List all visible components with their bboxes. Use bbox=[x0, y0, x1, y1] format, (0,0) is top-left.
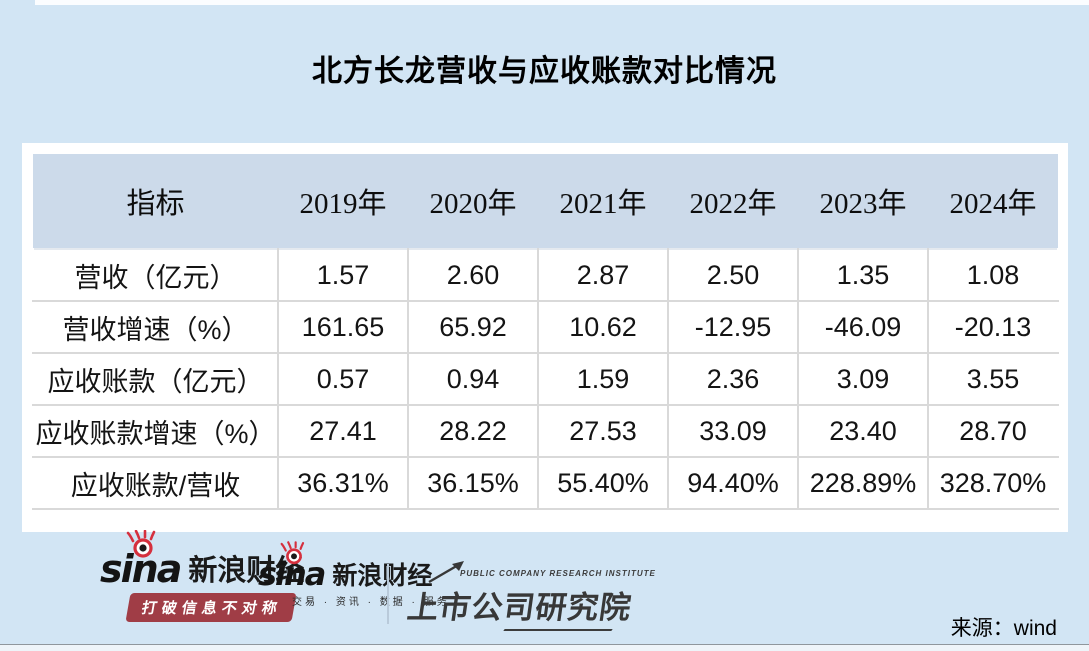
table-panel: 指标 2019年 2020年 2021年 2022年 2023年 2024年 营收（亿元） 1… bbox=[22, 143, 1068, 532]
sina-finance-logo-primary: sina 新浪财经 打破信息不对称 bbox=[100, 530, 305, 623]
value-cell: 36.31% bbox=[277, 456, 409, 510]
data-table: 指标 2019年 2020年 2021年 2022年 2023年 2024年 营收（亿元） 1… bbox=[32, 154, 1059, 510]
value-cell: 23.40 bbox=[797, 404, 929, 458]
table-row: 应收账款/营收 36.31% 36.15% 55.40% 94.40% 228.89% 32… bbox=[32, 456, 1059, 510]
value-cell: 2.50 bbox=[667, 248, 799, 302]
sina-finance-cn: 新浪财经 bbox=[332, 561, 433, 590]
value-cell: 2.60 bbox=[407, 248, 539, 302]
page-title: 北方长龙营收与应收账款对比情况 bbox=[312, 55, 777, 88]
value-cell: 27.41 bbox=[277, 404, 409, 458]
top-edge-strip bbox=[35, 0, 1089, 5]
header-cell-year: 2022年 bbox=[668, 154, 798, 249]
bottom-rule bbox=[0, 644, 1089, 651]
sina-finance-logo-secondary: sina 新浪财经 交易 · 资讯 · 数据 · 服务 bbox=[258, 541, 450, 608]
row-label: 应收账款增速（%） bbox=[32, 404, 279, 458]
sina-eye-icon bbox=[126, 530, 156, 558]
header-row: 指标 2019年 2020年 2021年 2022年 2023年 2024年 bbox=[33, 154, 1058, 249]
value-cell: 3.09 bbox=[797, 352, 929, 406]
institute-underline bbox=[503, 629, 613, 631]
value-cell: 55.40% bbox=[537, 456, 669, 510]
sina-eye-icon bbox=[280, 541, 305, 565]
value-cell: -20.13 bbox=[927, 300, 1059, 354]
sina-finance-cn: 新浪财经 bbox=[188, 555, 305, 588]
arrow-up-icon bbox=[428, 561, 464, 584]
value-cell: -12.95 bbox=[667, 300, 799, 354]
value-cell: 36.15% bbox=[407, 456, 539, 510]
value-cell: 28.22 bbox=[407, 404, 539, 458]
value-cell: 10.62 bbox=[537, 300, 669, 354]
value-cell: 3.55 bbox=[927, 352, 1059, 406]
value-cell: 1.08 bbox=[927, 248, 1059, 302]
value-cell: 1.57 bbox=[277, 248, 409, 302]
table-row: 营收（亿元） 1.57 2.60 2.87 2.50 1.35 1.08 bbox=[32, 248, 1059, 302]
institute-name-en: PUBLIC COMPANY RESEARCH INSTITUTE bbox=[460, 569, 656, 578]
value-cell: 228.89% bbox=[797, 456, 929, 510]
value-cell: 28.70 bbox=[927, 404, 1059, 458]
value-cell: 1.35 bbox=[797, 248, 929, 302]
value-cell: 1.59 bbox=[537, 352, 669, 406]
value-cell: -46.09 bbox=[797, 300, 929, 354]
value-cell: 0.57 bbox=[277, 352, 409, 406]
row-label: 营收（亿元） bbox=[32, 248, 279, 302]
data-source-note: 来源：wind bbox=[950, 617, 1057, 640]
table-row: 营收增速（%） 161.65 65.92 10.62 -12.95 -46.09 -20.1… bbox=[32, 300, 1059, 354]
institute-name-cn: 上市公司研究院 bbox=[405, 590, 635, 625]
table-body: 营收（亿元） 1.57 2.60 2.87 2.50 1.35 1.08 营收增速（%） 161… bbox=[32, 248, 1059, 510]
value-cell: 2.36 bbox=[667, 352, 799, 406]
value-cell: 0.94 bbox=[407, 352, 539, 406]
value-cell: 94.40% bbox=[667, 456, 799, 510]
value-cell: 65.92 bbox=[407, 300, 539, 354]
value-cell: 161.65 bbox=[277, 300, 409, 354]
row-label: 营收增速（%） bbox=[32, 300, 279, 354]
sina-services-tagline: 交易 · 资讯 · 数据 · 服务 bbox=[292, 596, 450, 608]
footer-logos: sina 新浪财经 打破信息不对称 sina 新浪财经 交易 · 资讯 · 数据… bbox=[0, 530, 1089, 640]
row-label: 应收账款/营收 bbox=[32, 456, 279, 510]
header-cell-metric: 指标 bbox=[33, 154, 278, 249]
value-cell: 328.70% bbox=[927, 456, 1059, 510]
value-cell: 27.53 bbox=[537, 404, 669, 458]
header-cell-year: 2020年 bbox=[408, 154, 538, 249]
table-header: 指标 2019年 2020年 2021年 2022年 2023年 2024年 bbox=[33, 154, 1058, 249]
footer-divider bbox=[387, 564, 389, 624]
table-row: 应收账款（亿元） 0.57 0.94 1.59 2.36 3.09 3.55 bbox=[32, 352, 1059, 406]
header-cell-year: 2023年 bbox=[798, 154, 928, 249]
research-institute-logo: PUBLIC COMPANY RESEARCH INSTITUTE 上市公司研究… bbox=[405, 561, 655, 631]
value-cell: 33.09 bbox=[667, 404, 799, 458]
value-cell: 2.87 bbox=[537, 248, 669, 302]
row-label: 应收账款（亿元） bbox=[32, 352, 279, 406]
table-row: 应收账款增速（%） 27.41 28.22 27.53 33.09 23.40 28.70 bbox=[32, 404, 1059, 458]
header-cell-year: 2021年 bbox=[538, 154, 668, 249]
header-cell-year: 2019年 bbox=[278, 154, 408, 249]
header-cell-year: 2024年 bbox=[928, 154, 1058, 249]
